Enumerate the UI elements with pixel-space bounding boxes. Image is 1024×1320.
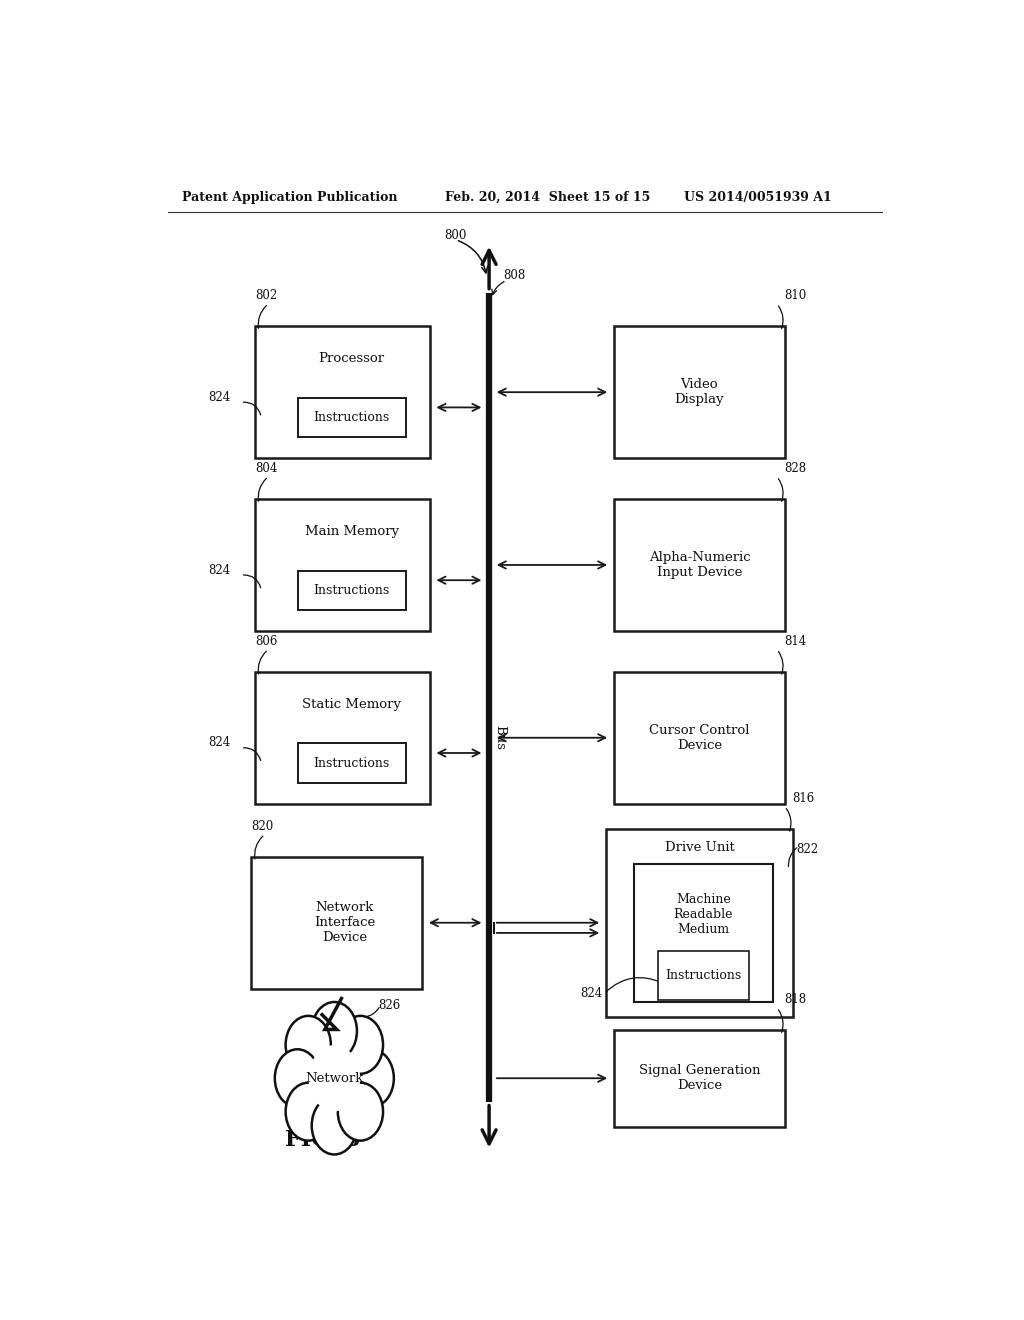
Circle shape — [311, 1002, 357, 1060]
Text: 808: 808 — [504, 269, 525, 281]
FancyBboxPatch shape — [634, 865, 773, 1002]
Text: Static Memory: Static Memory — [302, 698, 401, 710]
Text: US 2014/0051939 A1: US 2014/0051939 A1 — [684, 190, 831, 203]
FancyBboxPatch shape — [606, 829, 793, 1016]
Text: 822: 822 — [797, 842, 819, 855]
Text: 820: 820 — [252, 820, 273, 833]
FancyBboxPatch shape — [252, 857, 422, 989]
Text: Bus: Bus — [494, 725, 507, 750]
FancyBboxPatch shape — [614, 499, 784, 631]
Text: Instructions: Instructions — [313, 756, 390, 770]
Text: 814: 814 — [784, 635, 807, 648]
Text: Network: Network — [305, 1072, 364, 1085]
Circle shape — [338, 1016, 383, 1073]
Text: Network
Interface
Device: Network Interface Device — [314, 902, 375, 944]
Circle shape — [338, 1082, 383, 1140]
FancyBboxPatch shape — [657, 952, 749, 1001]
Text: Processor: Processor — [318, 352, 385, 366]
Text: 800: 800 — [443, 230, 466, 242]
Circle shape — [286, 1016, 331, 1073]
Text: 826: 826 — [378, 998, 400, 1011]
FancyBboxPatch shape — [614, 1030, 784, 1126]
Text: 824: 824 — [208, 564, 230, 577]
Text: Patent Application Publication: Patent Application Publication — [182, 190, 397, 203]
Text: 824: 824 — [580, 987, 602, 1001]
Text: 804: 804 — [255, 462, 278, 475]
Text: Instructions: Instructions — [313, 411, 390, 424]
Circle shape — [308, 1045, 360, 1111]
Text: 818: 818 — [784, 993, 807, 1006]
Text: 828: 828 — [784, 462, 807, 475]
FancyBboxPatch shape — [614, 672, 784, 804]
Text: Signal Generation
Device: Signal Generation Device — [639, 1064, 760, 1092]
Text: Video
Display: Video Display — [675, 378, 724, 407]
Text: 810: 810 — [784, 289, 807, 302]
Text: Drive Unit: Drive Unit — [665, 841, 734, 854]
Text: Alpha-Numeric
Input Device: Alpha-Numeric Input Device — [648, 550, 751, 579]
FancyBboxPatch shape — [255, 499, 430, 631]
Circle shape — [311, 1097, 357, 1155]
Text: Instructions: Instructions — [313, 583, 390, 597]
FancyBboxPatch shape — [298, 743, 406, 783]
Text: Cursor Control
Device: Cursor Control Device — [649, 723, 750, 752]
Circle shape — [286, 1082, 331, 1140]
FancyBboxPatch shape — [255, 672, 430, 804]
FancyBboxPatch shape — [298, 397, 406, 437]
Text: Main Memory: Main Memory — [305, 525, 399, 539]
FancyBboxPatch shape — [298, 570, 406, 610]
Text: 802: 802 — [255, 289, 278, 302]
FancyBboxPatch shape — [614, 326, 784, 458]
Text: 806: 806 — [255, 635, 278, 648]
Text: 824: 824 — [208, 391, 230, 404]
Text: Machine
Readable
Medium: Machine Readable Medium — [674, 894, 733, 936]
Circle shape — [348, 1049, 394, 1107]
Text: 824: 824 — [208, 737, 230, 750]
Text: Instructions: Instructions — [666, 969, 741, 982]
Circle shape — [274, 1049, 321, 1107]
Text: Feb. 20, 2014  Sheet 15 of 15: Feb. 20, 2014 Sheet 15 of 15 — [445, 190, 650, 203]
Text: 816: 816 — [793, 792, 815, 805]
Text: FIG. 8: FIG. 8 — [285, 1129, 360, 1151]
FancyBboxPatch shape — [255, 326, 430, 458]
